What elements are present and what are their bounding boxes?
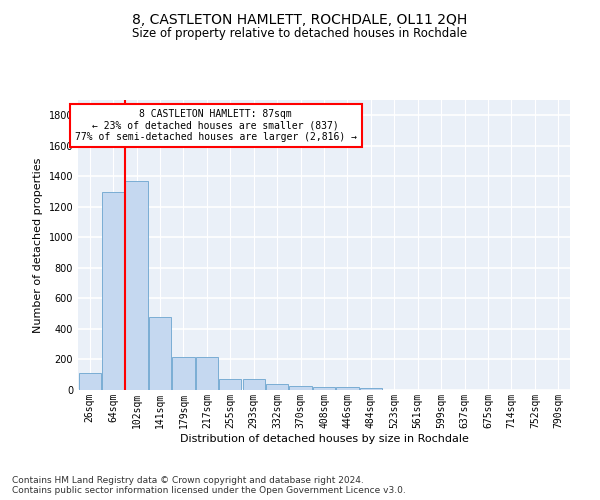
Bar xyxy=(242,380,265,390)
Bar xyxy=(266,384,288,390)
Text: Contains HM Land Registry data © Crown copyright and database right 2024.
Contai: Contains HM Land Registry data © Crown c… xyxy=(12,476,406,495)
Text: 8, CASTLETON HAMLETT, ROCHDALE, OL11 2QH: 8, CASTLETON HAMLETT, ROCHDALE, OL11 2QH xyxy=(133,12,467,26)
Bar xyxy=(172,357,194,390)
Bar xyxy=(337,387,359,390)
Bar xyxy=(102,192,124,390)
Bar xyxy=(125,181,148,390)
Bar xyxy=(79,373,101,390)
Bar xyxy=(313,387,335,390)
X-axis label: Distribution of detached houses by size in Rochdale: Distribution of detached houses by size … xyxy=(179,434,469,444)
Bar xyxy=(149,316,171,390)
Text: 8 CASTLETON HAMLETT: 87sqm
← 23% of detached houses are smaller (837)
77% of sem: 8 CASTLETON HAMLETT: 87sqm ← 23% of deta… xyxy=(75,108,357,142)
Bar xyxy=(289,386,312,390)
Bar xyxy=(219,380,241,390)
Y-axis label: Number of detached properties: Number of detached properties xyxy=(33,158,43,332)
Bar xyxy=(196,357,218,390)
Text: Size of property relative to detached houses in Rochdale: Size of property relative to detached ho… xyxy=(133,28,467,40)
Bar xyxy=(360,388,382,390)
